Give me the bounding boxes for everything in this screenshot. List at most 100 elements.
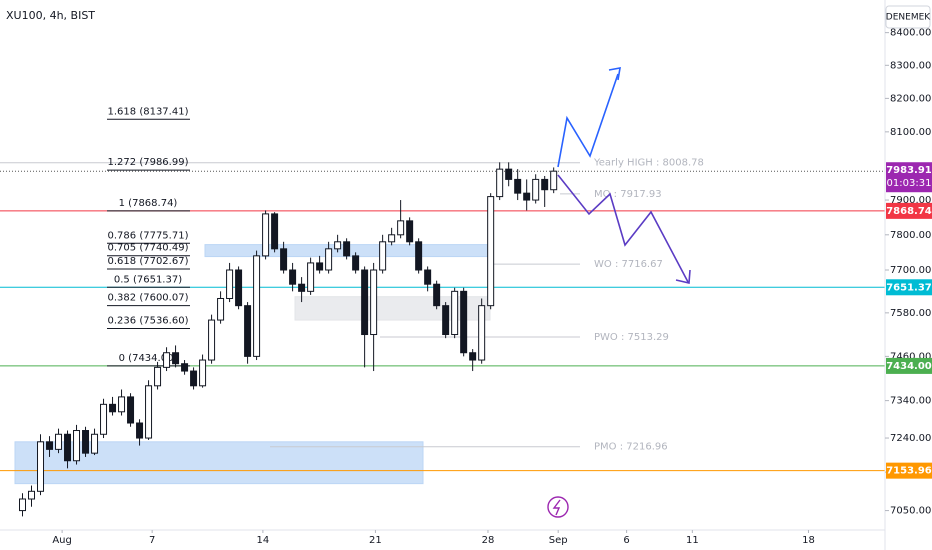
fib-label: 1.272 (7986.99) <box>108 157 189 168</box>
candle-body <box>442 305 450 336</box>
candle-body <box>370 269 378 336</box>
candle-body <box>424 269 432 285</box>
y-tick-label: 7340.00 <box>890 396 931 407</box>
candle-body <box>118 396 126 413</box>
candle-body <box>28 490 36 500</box>
fib-label: 0.5 (7651.37) <box>114 274 182 285</box>
price-badge <box>886 202 932 219</box>
pivot-label: PMO : 7216.96 <box>594 442 668 453</box>
fib-label: 0.786 (7775.71) <box>108 230 189 241</box>
candle-body <box>505 168 513 180</box>
candle-body <box>73 430 81 462</box>
y-tick-label: 7460.00 <box>890 351 931 362</box>
candle-body <box>478 305 486 361</box>
price-badge-label: 7434.00 <box>886 361 932 372</box>
candle-body <box>280 248 288 271</box>
event-bolt <box>552 499 561 516</box>
price-badge <box>886 279 932 296</box>
button[interactable] <box>885 5 931 29</box>
candle-body <box>514 178 522 194</box>
candle-body <box>37 441 45 492</box>
candle-body <box>64 433 72 462</box>
candle-body <box>244 305 252 357</box>
price-badge-label: 7651.37 <box>886 282 932 293</box>
candle-body <box>307 262 315 292</box>
y-tick-label: 8300.00 <box>890 60 931 71</box>
y-tick-label: 8100.00 <box>890 127 931 138</box>
candle-body <box>208 319 216 361</box>
projection-up <box>557 73 619 168</box>
candle-body <box>271 213 279 250</box>
pivot-label: PWO : 7513.29 <box>594 332 669 343</box>
candle-body <box>316 262 324 271</box>
plot: Yearly HIGH : 8008.78 MO : 7917.93 WO : 77… <box>0 106 885 517</box>
candle-body <box>469 352 477 361</box>
candle-body <box>172 352 180 365</box>
candle-body <box>46 441 54 450</box>
candle-body <box>181 363 189 372</box>
candle-body <box>235 269 243 307</box>
x-tick-label: Sep <box>549 535 568 546</box>
y-tick-label: 7800.00 <box>890 230 931 241</box>
candle-body <box>109 403 117 413</box>
fib-label: 0.236 (7536.60) <box>108 316 189 327</box>
y-tick-label: 7240.00 <box>890 433 931 444</box>
candle-body <box>433 283 441 307</box>
candle-body <box>136 422 144 439</box>
candle-body <box>262 213 270 257</box>
candle-body <box>325 248 333 271</box>
candle-body <box>55 433 63 450</box>
x-tick-label: 18 <box>802 535 815 546</box>
last-price-label: 7983.91 <box>886 165 932 176</box>
price-badge <box>886 357 932 374</box>
fib-label: 0 (7434.00) <box>119 353 178 364</box>
candle-body <box>397 220 405 236</box>
candle-body <box>361 269 369 336</box>
event-icon[interactable] <box>547 496 569 518</box>
candle-body <box>82 430 90 454</box>
chart-title: XU100, 4h, BIST <box>6 9 95 22</box>
fib-label: 1.618 (8137.41) <box>108 106 189 117</box>
candle-body <box>496 168 504 198</box>
candle-body <box>217 297 225 321</box>
fib-label: 1 (7868.74) <box>119 198 178 209</box>
candle-body <box>415 241 423 271</box>
candle-body <box>487 196 495 307</box>
candle-body <box>532 178 540 201</box>
candle-body <box>388 234 396 243</box>
candle-body <box>127 396 135 424</box>
y-tick-label: 7900.00 <box>890 195 931 206</box>
arrow-head <box>608 67 621 81</box>
candle-body <box>343 241 351 257</box>
y-tick-label: 7050.00 <box>890 506 931 517</box>
candle-body <box>406 220 414 243</box>
y-tick-label: 8200.00 <box>890 93 931 104</box>
y-tick-label: 8400.00 <box>890 28 931 39</box>
candle-body <box>253 255 261 357</box>
pivot-label: Yearly HIGH : 8008.78 <box>593 158 704 169</box>
zone <box>294 296 491 321</box>
projection-down <box>557 174 689 283</box>
candle-body <box>190 370 198 387</box>
x-tick-label: 14 <box>257 535 270 546</box>
candle-body <box>145 385 153 439</box>
candle-body <box>523 192 531 201</box>
button-label: DENEMEK <box>886 13 931 23</box>
candle-body <box>154 366 162 387</box>
x-tick-label: 28 <box>482 535 495 546</box>
candle-body <box>19 498 27 512</box>
candle-body <box>289 269 297 285</box>
candle-body <box>451 290 459 336</box>
price-badge-label: 7868.74 <box>886 206 932 217</box>
x-tick-label: 7 <box>149 535 155 546</box>
arrow-head <box>675 269 691 284</box>
fib-label: 0.705 (7740.49) <box>108 243 189 254</box>
x-tick-label: 21 <box>369 535 382 546</box>
x-tick-label: Aug <box>52 535 72 546</box>
x-tick-label: 11 <box>686 535 699 546</box>
fib-label: 0.382 (7600.07) <box>108 293 189 304</box>
countdown: 01:03:31 <box>887 178 932 189</box>
y-tick-label: 7700.00 <box>890 265 931 276</box>
price-badge <box>886 462 932 479</box>
